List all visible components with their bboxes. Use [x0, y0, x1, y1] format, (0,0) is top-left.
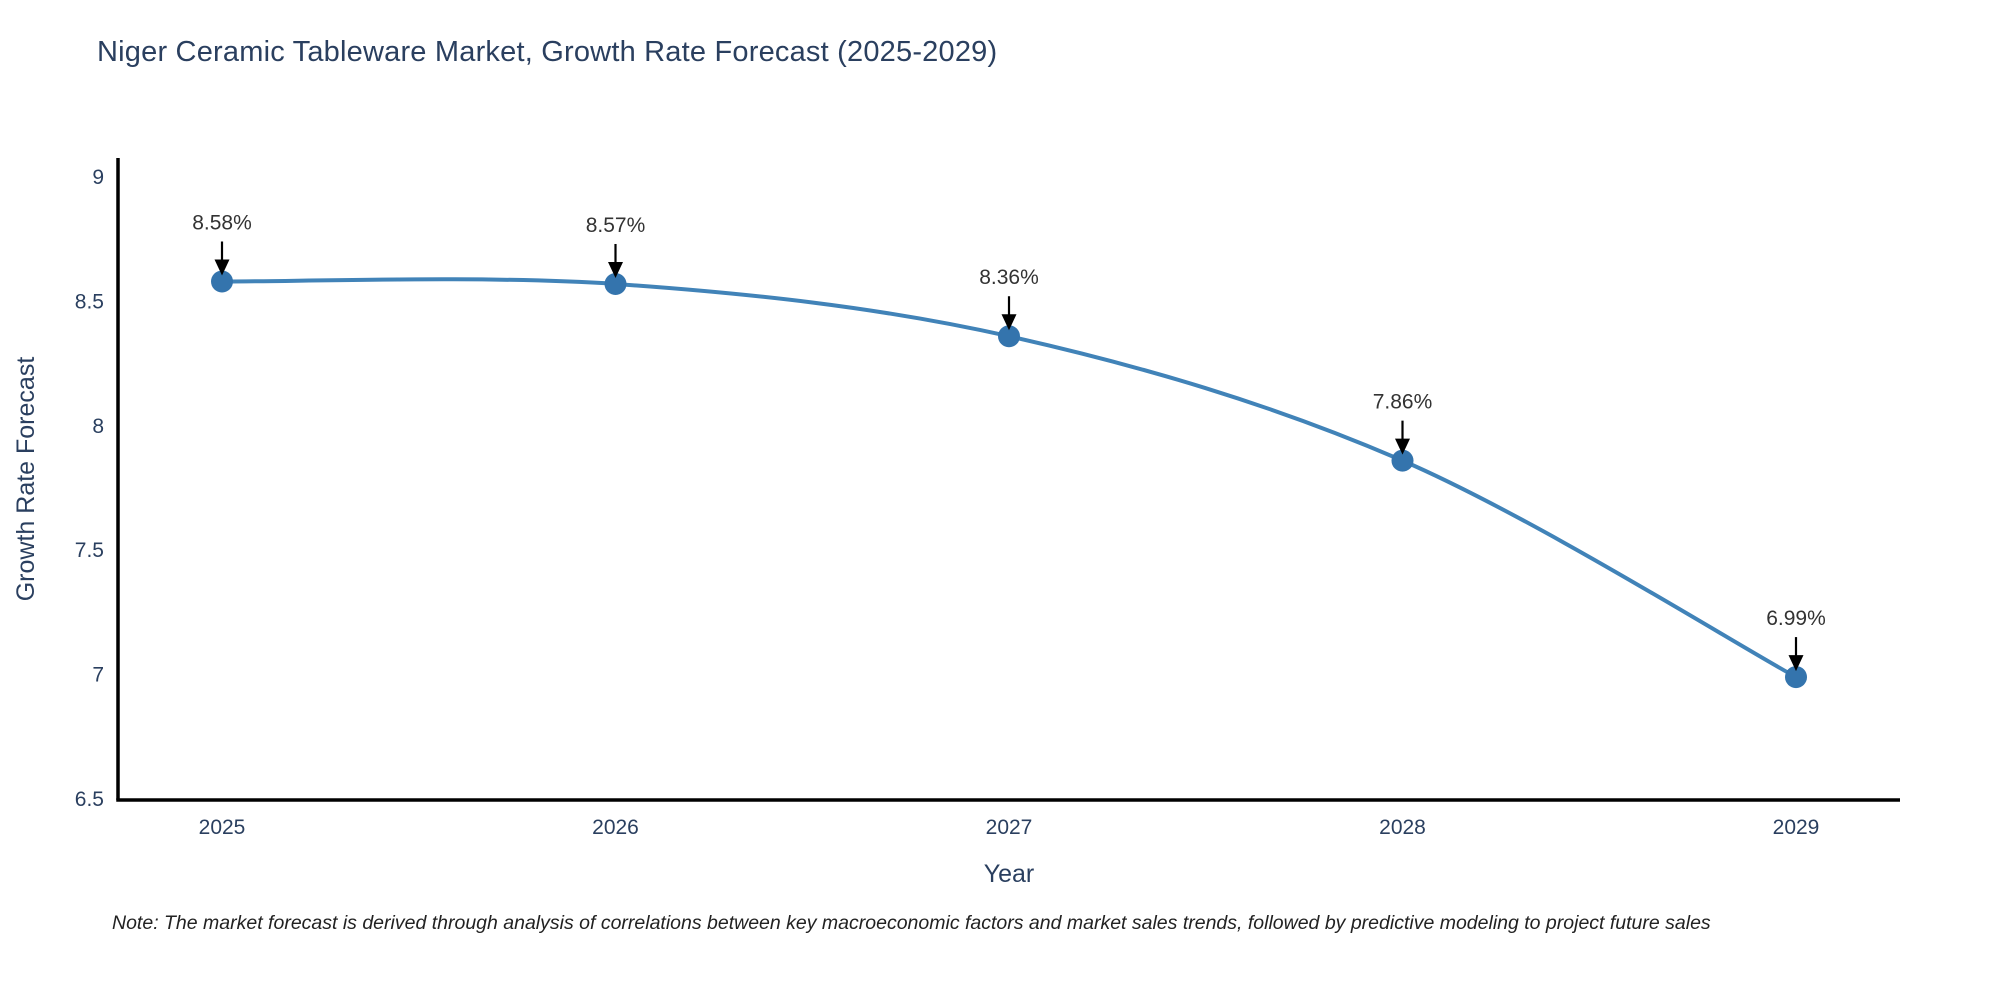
point-annotation-label: 8.57% [586, 214, 646, 237]
annotation-arrow-head [1001, 314, 1017, 331]
x-axis-title: Year [984, 860, 1035, 888]
data-point-marker[interactable] [998, 325, 1020, 348]
point-annotation-label: 6.99% [1766, 607, 1826, 630]
annotation-arrow-head [608, 261, 623, 278]
data-point-marker[interactable] [1391, 449, 1414, 472]
annotation-arrow-head [1395, 438, 1410, 455]
point-annotation-label: 7.86% [1373, 391, 1433, 414]
data-point-marker[interactable] [211, 270, 233, 293]
chart-footnote: Note: The market forecast is derived thr… [112, 912, 1711, 934]
data-point-marker[interactable] [1785, 666, 1807, 689]
x-tick-label: 2026 [592, 816, 639, 839]
x-tick-label: 2028 [1379, 816, 1426, 839]
y-tick-label: 8 [92, 415, 104, 438]
x-tick-label: 2027 [986, 816, 1033, 839]
data-point-marker[interactable] [604, 272, 627, 295]
y-tick-label: 6.5 [75, 788, 104, 811]
y-axis-title: Growth Rate Forecast [12, 357, 40, 602]
annotation-arrow-head [214, 259, 230, 276]
chart-title: Niger Ceramic Tableware Market, Growth R… [97, 36, 998, 68]
point-annotation-label: 8.58% [192, 211, 252, 234]
x-tick-label: 2025 [199, 816, 246, 839]
annotation-arrow-head [1788, 655, 1804, 672]
y-tick-label: 9 [92, 166, 104, 189]
x-tick-label: 2029 [1773, 816, 1820, 839]
y-tick-label: 7.5 [75, 539, 104, 562]
y-tick-label: 7 [92, 664, 104, 687]
y-tick-label: 8.5 [75, 290, 104, 313]
point-annotation-label: 8.36% [979, 266, 1039, 289]
